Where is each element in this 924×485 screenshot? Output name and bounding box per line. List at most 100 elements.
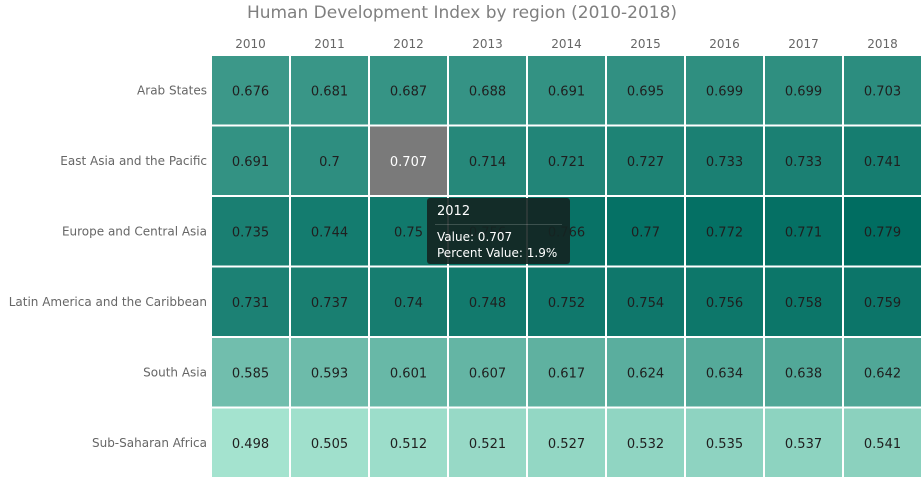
heatmap-cell[interactable] [289,54,370,127]
heatmap-cell[interactable] [763,54,844,127]
x-tick-label: 2012 [393,37,424,51]
heatmap-cell[interactable] [605,124,686,197]
heatmap-cell[interactable] [447,336,528,409]
heatmap-cell[interactable] [210,406,291,479]
x-tick-label: 2013 [472,37,503,51]
y-tick-label: Europe and Central Asia [62,224,207,238]
cell-value-label: 0.607 [469,366,506,381]
heatmap-cell[interactable] [368,336,449,409]
cell-value-label: 0.758 [785,296,822,311]
x-tick-label: 2016 [709,37,740,51]
cell-value-label: 0.642 [864,366,901,381]
heatmap-cell[interactable] [763,406,844,479]
cell-value-label: 0.541 [864,437,901,452]
y-tick-label: South Asia [143,365,207,379]
tooltip-value: Value: 0.707 [437,230,513,244]
x-tick-label: 2010 [235,37,266,51]
cell-value-label: 0.624 [627,366,664,381]
cell-value-label: 0.733 [706,155,743,170]
cell-value-label: 0.688 [469,84,506,99]
heatmap-cell[interactable] [368,54,449,127]
cell-value-label: 0.748 [469,296,506,311]
cell-value-label: 0.772 [706,225,743,240]
cell-value-label: 0.498 [232,437,269,452]
cell-value-label: 0.744 [311,225,348,240]
cell-value-label: 0.735 [232,225,269,240]
cell-value-label: 0.601 [390,366,427,381]
cell-value-label: 0.756 [706,296,743,311]
cell-value-label: 0.638 [785,366,822,381]
heatmap-cell[interactable] [526,336,607,409]
cell-value-label: 0.714 [469,155,506,170]
heatmap-cell[interactable] [447,265,528,338]
cell-value-label: 0.532 [627,437,664,452]
y-tick-label: Arab States [137,83,207,97]
heatmap-cell[interactable] [526,54,607,127]
heatmap-cell[interactable] [289,265,370,338]
cell-value-label: 0.77 [631,225,660,240]
heatmap-cell[interactable] [684,54,765,127]
hover-tooltip: 2012 Value: 0.707 Percent Value: 1.9% [427,198,570,264]
heatmap-cell[interactable] [684,265,765,338]
heatmap-cell[interactable] [842,406,923,479]
cell-value-label: 0.737 [311,296,348,311]
cell-value-label: 0.721 [548,155,585,170]
cell-value-label: 0.771 [785,225,822,240]
cell-value-label: 0.691 [548,84,585,99]
cell-value-label: 0.687 [390,84,427,99]
tooltip-percent: Percent Value: 1.9% [437,246,558,260]
x-tick-label: 2014 [551,37,582,51]
y-tick-label: Sub-Saharan Africa [92,436,207,450]
cell-value-label: 0.7 [319,155,340,170]
cell-value-label: 0.676 [232,84,269,99]
heatmap-cell[interactable] [526,406,607,479]
cell-value-label: 0.699 [706,84,743,99]
cell-value-label: 0.585 [232,366,269,381]
heatmap-cell[interactable] [842,54,923,127]
cell-value-label: 0.754 [627,296,664,311]
heatmap-cell[interactable] [210,265,291,338]
cell-value-label: 0.537 [785,437,822,452]
heatmap-cell[interactable] [842,336,923,409]
cell-value-label: 0.731 [232,296,269,311]
heatmap-cell[interactable] [842,195,923,268]
heatmap-cell[interactable] [605,265,686,338]
cell-value-label: 0.535 [706,437,743,452]
heatmap-cell[interactable] [289,406,370,479]
x-tick-label: 2018 [867,37,898,51]
cell-value-label: 0.74 [394,296,423,311]
cell-value-label: 0.741 [864,155,901,170]
tooltip-title: 2012 [437,204,471,219]
cell-value-label: 0.527 [548,437,585,452]
cell-value-label: 0.703 [864,84,901,99]
y-tick-label: Latin America and the Caribbean [9,295,207,309]
x-tick-label: 2017 [788,37,819,51]
cell-value-label: 0.779 [864,225,901,240]
cell-value-label: 0.707 [390,155,427,170]
tooltip-separator [435,224,562,225]
heatmap-cell[interactable] [447,54,528,127]
heatmap-cell[interactable] [684,336,765,409]
cell-value-label: 0.699 [785,84,822,99]
cell-value-label: 0.681 [311,84,348,99]
x-tick-label: 2015 [630,37,661,51]
cell-value-label: 0.75 [394,225,423,240]
heatmap-cell[interactable] [210,195,291,268]
cell-value-label: 0.759 [864,296,901,311]
heatmap-cell[interactable] [289,195,370,268]
heatmap-cell[interactable] [842,124,923,197]
cell-value-label: 0.733 [785,155,822,170]
x-tick-label: 2011 [314,37,345,51]
cell-value-label: 0.593 [311,366,348,381]
y-tick-label: East Asia and the Pacific [60,154,207,168]
cell-value-label: 0.617 [548,366,585,381]
cell-value-label: 0.752 [548,296,585,311]
heatmap-cell[interactable] [684,124,765,197]
cell-value-label: 0.505 [311,437,348,452]
heatmap-cell[interactable] [684,406,765,479]
chart-title: Human Development Index by region (2010-… [246,3,678,23]
cell-value-label: 0.695 [627,84,664,99]
heatmap-cell[interactable] [289,124,370,197]
cell-value-label: 0.512 [390,437,427,452]
